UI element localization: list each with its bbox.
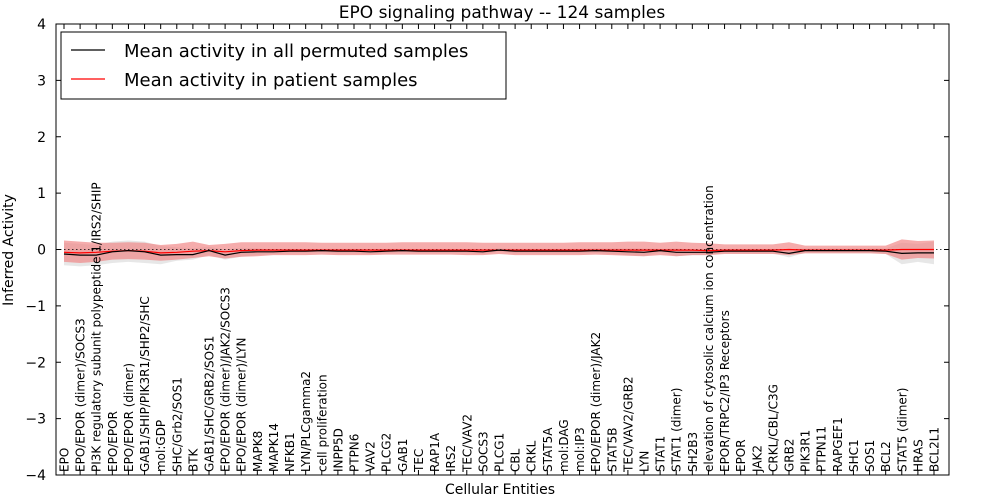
y-tick-label: −1 xyxy=(25,299,46,315)
x-category-label: mol:IP3 xyxy=(573,427,587,472)
x-category-label: elevation of cytosolic calcium ion conce… xyxy=(702,185,716,472)
x-category-label: STAT1 (dimer) xyxy=(670,388,684,472)
series-lines xyxy=(56,248,949,256)
x-category-label: PLCG1 xyxy=(493,433,507,472)
legend-label-patient: Mean activity in patient samples xyxy=(124,70,418,91)
x-category-label: GAB1/SHIP/PIK3R1/SHP2/SHC xyxy=(138,296,152,472)
x-category-label: PI3K regulatory subunit polypeptide 1/IR… xyxy=(90,182,104,472)
y-tick-label: 0 xyxy=(37,243,46,259)
y-tick-label: −2 xyxy=(25,355,46,371)
y-tick-label: 1 xyxy=(37,186,46,202)
legend-label-permuted: Mean activity in all permuted samples xyxy=(124,41,468,62)
chart-title: EPO signaling pathway -- 124 samples xyxy=(339,3,666,23)
x-category-label: TEC/VAV2/GRB2 xyxy=(621,376,635,473)
x-category-label: STAT5B xyxy=(605,428,619,473)
x-category-label: SOCS3 xyxy=(476,431,490,472)
x-category-label: SHC1 xyxy=(847,439,861,472)
band-patient-samples xyxy=(64,239,934,263)
y-tick-label: −3 xyxy=(25,412,46,428)
y-axis: −4 −3 −2 −1 0 1 2 3 4 xyxy=(25,17,949,484)
x-category-label: EPO/EPOR (dimer)/SOCS3 xyxy=(74,318,88,472)
x-category-label: STAT1 xyxy=(654,436,668,472)
x-category-label: PIK3R1 xyxy=(799,430,813,472)
x-category-label: TEC/VAV2 xyxy=(460,414,474,473)
legend-box xyxy=(60,31,507,100)
x-category-label: mol:DAG xyxy=(557,419,571,472)
x-category-label: VAV2 xyxy=(364,441,378,472)
y-tick-label: 2 xyxy=(37,130,46,146)
x-category-label: LYN xyxy=(638,451,652,472)
x-category-label: CBL xyxy=(509,448,523,472)
x-category-label: BCL2 xyxy=(879,441,893,472)
x-category-label: EPO/EPOR (dimer)/JAK2/SOCS3 xyxy=(219,287,233,472)
x-axis-ticks xyxy=(63,24,935,475)
x-category-label: EPOR xyxy=(734,439,748,472)
confidence-bands xyxy=(64,239,934,267)
x-category-label: LYN/PLCgamma2 xyxy=(299,371,313,472)
x-category-label: PLCG2 xyxy=(380,433,394,472)
legend: Mean activity in all permuted samples Me… xyxy=(60,31,507,100)
x-category-label: RAPGEF1 xyxy=(831,417,845,472)
x-category-label: mol:GDP xyxy=(154,420,168,472)
x-category-label: IRS2 xyxy=(444,445,458,472)
x-category-label: EPO xyxy=(58,448,72,472)
x-category-label: HRAS xyxy=(911,439,925,472)
x-category-label: STAT5 (dimer) xyxy=(895,388,909,472)
x-category-label: JAK2 xyxy=(750,445,764,473)
y-tick-label: −4 xyxy=(25,468,46,484)
x-category-label: PTPN11 xyxy=(815,426,829,472)
x-category-label: MAPK8 xyxy=(251,431,265,472)
x-category-label: EPO/EPOR (dimer)/JAK2 xyxy=(589,332,603,472)
x-category-label: GRB2 xyxy=(783,438,797,472)
x-category-label: SHC/Grb2/SOS1 xyxy=(170,377,184,472)
y-axis-label: Inferred Activity xyxy=(1,194,17,306)
x-category-label: BCL2L1 xyxy=(928,427,942,472)
x-category-label: INPP5D xyxy=(331,428,345,472)
x-category-label: CRKL xyxy=(525,440,539,472)
x-category-label: STAT5A xyxy=(541,427,555,472)
x-category-label: EPOR/TRPC2/IP3 Receptors xyxy=(718,310,732,472)
x-category-label: TEC xyxy=(412,449,426,473)
x-category-label: GAB1 xyxy=(396,439,410,472)
x-category-label: PTPN6 xyxy=(348,434,362,472)
x-category-label: SH2B3 xyxy=(686,432,700,472)
x-axis-category-labels: EPO EPO/EPOR (dimer)/SOCS3 PI3K regulatory… xyxy=(58,182,942,473)
x-category-label: NFKB1 xyxy=(283,432,297,472)
x-category-label: cell proliferation xyxy=(315,374,329,472)
x-category-label: EPO/EPOR xyxy=(106,411,120,472)
y-tick-label: 4 xyxy=(37,17,46,33)
x-category-label: EPO/EPOR (dimer)/LYN xyxy=(235,338,249,472)
line-permuted-samples xyxy=(63,249,934,256)
x-category-label: EPO/EPOR (dimer) xyxy=(122,363,136,472)
x-axis-label: Cellular Entities xyxy=(445,482,555,498)
x-category-label: BTK xyxy=(186,447,200,472)
x-category-label: SOS1 xyxy=(863,440,877,472)
x-category-label: GAB1/SHC/GRB2/SOS1 xyxy=(203,336,217,472)
x-category-label: RAP1A xyxy=(428,432,442,472)
x-category-label: CRKL/CBL/C3G xyxy=(766,384,780,472)
x-category-label: MAPK14 xyxy=(267,423,281,472)
y-tick-label: 3 xyxy=(37,73,46,89)
